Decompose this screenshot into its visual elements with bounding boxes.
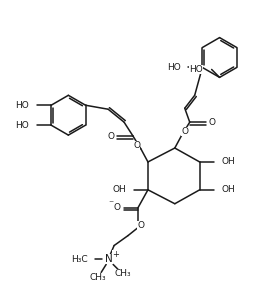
Text: ⁻: ⁻ — [109, 200, 114, 210]
Text: HO: HO — [189, 65, 203, 74]
Text: O: O — [181, 126, 188, 136]
Text: HO: HO — [167, 63, 180, 72]
Text: HO: HO — [16, 121, 29, 130]
Text: O: O — [108, 132, 115, 141]
Text: HO: HO — [16, 101, 29, 110]
Text: N: N — [105, 255, 113, 264]
Text: O: O — [133, 141, 141, 150]
Text: CH₃: CH₃ — [115, 269, 131, 278]
Text: H₃C: H₃C — [72, 255, 88, 264]
Text: OH: OH — [112, 185, 126, 194]
Text: OH: OH — [222, 157, 235, 166]
Text: O: O — [138, 221, 144, 230]
Text: OH: OH — [222, 185, 235, 194]
Text: +: + — [112, 250, 118, 259]
Text: O: O — [208, 118, 215, 127]
Text: CH₃: CH₃ — [90, 273, 106, 282]
Text: O: O — [114, 203, 121, 212]
